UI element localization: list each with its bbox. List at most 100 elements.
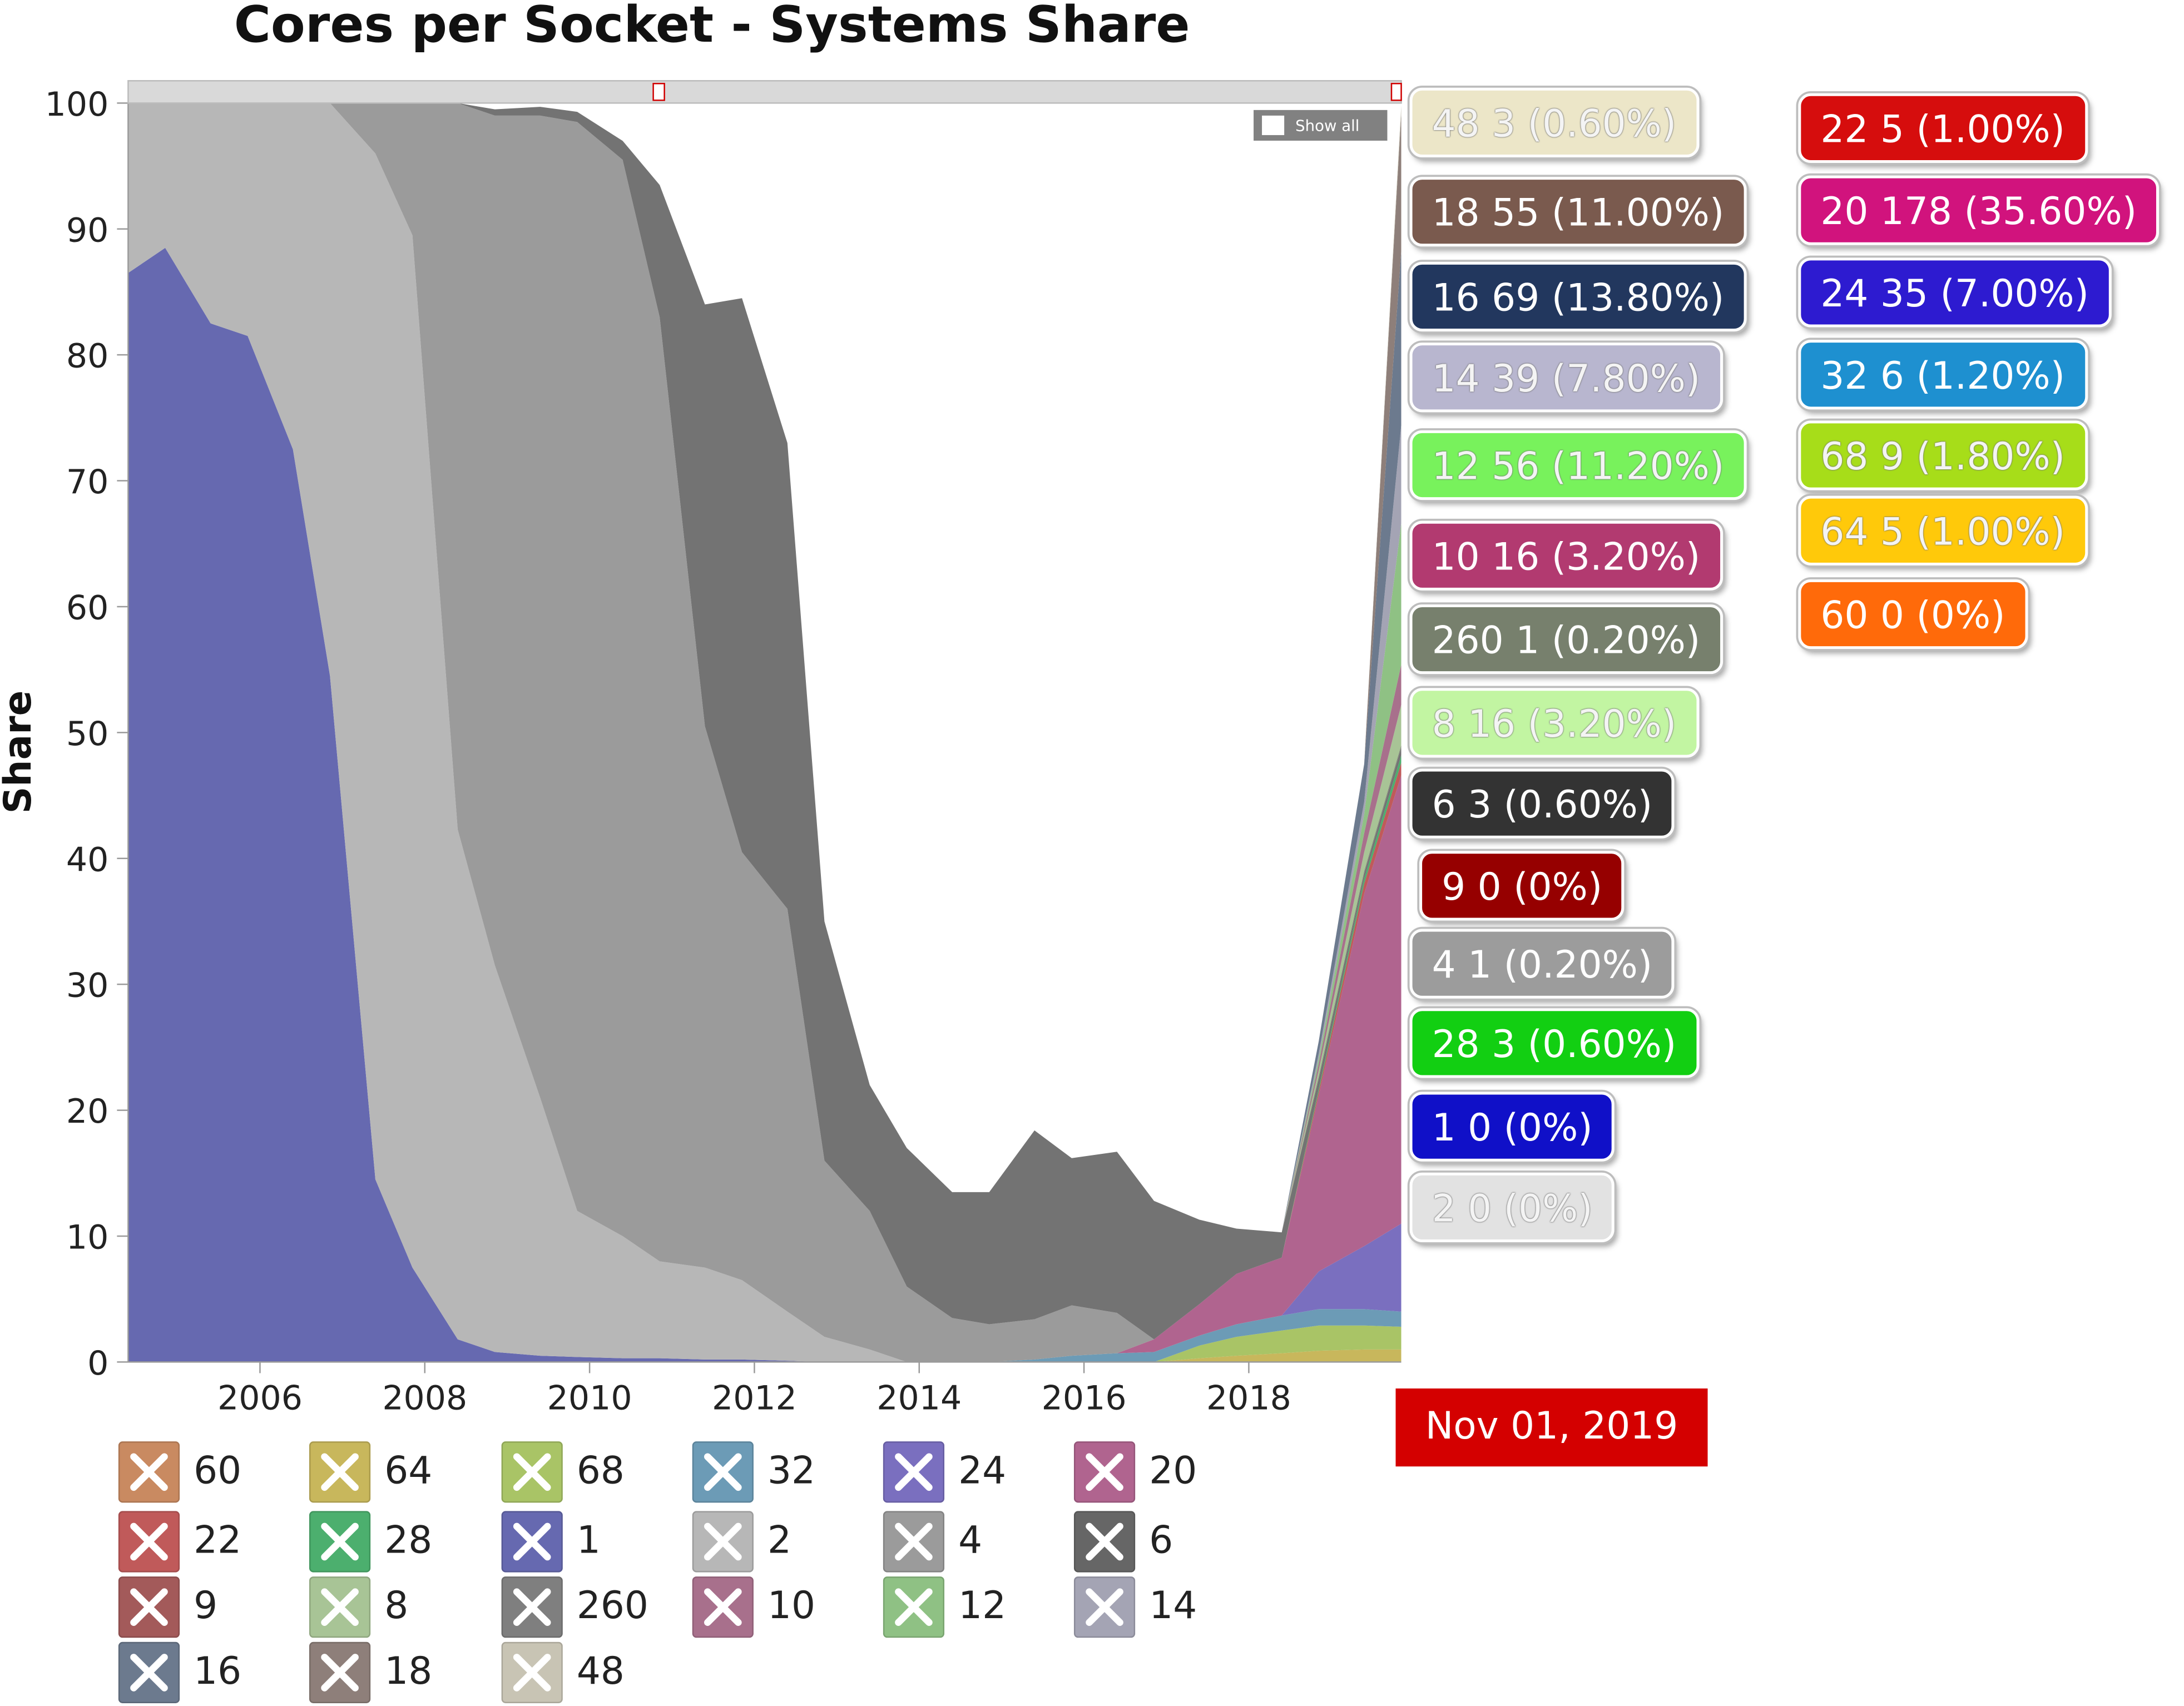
y-tick-label: 40 [66, 840, 108, 879]
close-icon [309, 1641, 371, 1704]
close-icon [1073, 1511, 1136, 1573]
y-tick-label: 70 [66, 463, 108, 502]
close-icon [692, 1511, 754, 1573]
y-tick-label: 60 [66, 589, 108, 628]
legend-label: 6 [1149, 1519, 1173, 1563]
legend-item-18[interactable]: 18 [309, 1641, 491, 1704]
legend-label: 8 [384, 1585, 409, 1628]
tooltip-label: 1 0 (0%) [1409, 1092, 1615, 1162]
legend-item-10[interactable]: 10 [692, 1576, 874, 1638]
legend-label: 32 [767, 1450, 816, 1493]
close-icon [501, 1441, 563, 1503]
tooltip-label: 48 3 (0.60%) [1409, 87, 1699, 158]
legend-label: 260 [576, 1585, 648, 1628]
close-icon [501, 1576, 563, 1638]
legend-label: 64 [384, 1450, 433, 1493]
date-badge: Nov 01, 2019 [1395, 1388, 1708, 1467]
legend-item-8[interactable]: 8 [309, 1576, 491, 1638]
legend-item-20[interactable]: 20 [1073, 1441, 1255, 1503]
area-series-1[interactable] [128, 247, 1401, 1362]
tooltip-label: 12 56 (11.20%) [1409, 430, 1747, 500]
area-series-20[interactable] [128, 775, 1401, 1362]
close-icon [118, 1511, 180, 1573]
legend-item-60[interactable]: 60 [118, 1441, 300, 1503]
x-tick-label: 2012 [712, 1379, 797, 1418]
legend-label: 24 [958, 1450, 1007, 1493]
legend-item-22[interactable]: 22 [118, 1511, 300, 1573]
tooltip-label: 68 9 (1.80%) [1798, 420, 2088, 490]
close-icon [118, 1641, 180, 1704]
tooltip-label: 14 39 (7.80%) [1409, 343, 1723, 413]
legend-label: 48 [576, 1650, 625, 1694]
close-icon [501, 1641, 563, 1704]
tooltip-label: 260 1 (0.20%) [1409, 604, 1723, 675]
legend-label: 4 [958, 1519, 983, 1563]
legend-label: 16 [194, 1650, 242, 1694]
legend-item-28[interactable]: 28 [309, 1511, 491, 1573]
close-icon [692, 1576, 754, 1638]
chart-title: Cores per Socket - Systems Share [234, 0, 1190, 54]
tooltip-label: 32 6 (1.20%) [1798, 340, 2088, 410]
tooltip-label: 8 16 (3.20%) [1409, 688, 1699, 758]
tooltip-label: 6 3 (0.60%) [1409, 768, 1675, 839]
legend-item-24[interactable]: 24 [883, 1441, 1064, 1503]
tooltip-label: 4 1 (0.20%) [1409, 929, 1675, 999]
legend-item-4[interactable]: 4 [883, 1511, 1064, 1573]
close-icon [1073, 1576, 1136, 1638]
show-all-button[interactable]: Show all [1254, 110, 1388, 141]
legend-item-2[interactable]: 2 [692, 1511, 874, 1573]
x-tick-label: 2010 [547, 1379, 632, 1418]
tooltip-label: 10 16 (3.20%) [1409, 520, 1723, 591]
legend-item-6[interactable]: 6 [1073, 1511, 1255, 1573]
x-tick-label: 2014 [876, 1379, 962, 1418]
legend-item-9[interactable]: 9 [118, 1576, 300, 1638]
y-tick-label: 20 [66, 1092, 108, 1131]
area-series-6[interactable] [128, 103, 1401, 1340]
x-tick-label: 2008 [382, 1379, 467, 1418]
legend-label: 28 [384, 1519, 433, 1563]
navigator-handle-right[interactable] [1390, 83, 1402, 101]
tooltip-label: 24 35 (7.00%) [1798, 257, 2112, 328]
legend-label: 22 [194, 1519, 242, 1563]
legend-item-68[interactable]: 68 [501, 1441, 683, 1503]
y-axis-label: Share [0, 691, 39, 814]
legend-item-64[interactable]: 64 [309, 1441, 491, 1503]
area-series-64[interactable] [128, 1349, 1401, 1362]
legend-item-48[interactable]: 48 [501, 1641, 683, 1704]
close-icon [501, 1511, 563, 1573]
legend-label: 12 [958, 1585, 1007, 1628]
close-icon [883, 1441, 945, 1503]
y-tick-label: 50 [66, 715, 108, 753]
legend-item-12[interactable]: 12 [883, 1576, 1064, 1638]
close-icon [1073, 1441, 1136, 1503]
legend-item-32[interactable]: 32 [692, 1441, 874, 1503]
legend-item-260[interactable]: 260 [501, 1576, 683, 1638]
close-icon [309, 1511, 371, 1573]
y-tick-label: 30 [66, 966, 108, 1005]
tooltip-label: 16 69 (13.80%) [1409, 261, 1747, 332]
x-tick-label: 2018 [1206, 1379, 1291, 1418]
tooltip-label: 20 178 (35.60%) [1798, 175, 2160, 245]
area-series-4[interactable] [128, 103, 1401, 1362]
legend-item-16[interactable]: 16 [118, 1641, 300, 1704]
legend-label: 20 [1149, 1450, 1197, 1493]
legend-label: 9 [194, 1585, 218, 1628]
tooltip-label: 60 0 (0%) [1798, 579, 2028, 649]
legend-label: 10 [767, 1585, 816, 1628]
y-tick-label: 80 [66, 337, 108, 376]
area-series-2[interactable] [128, 103, 1401, 1362]
legend-label: 60 [194, 1450, 242, 1493]
legend-item-1[interactable]: 1 [501, 1511, 683, 1573]
y-tick-label: 90 [66, 211, 108, 250]
y-tick-label: 0 [87, 1344, 108, 1383]
legend-label: 1 [576, 1519, 601, 1563]
y-tick-label: 100 [45, 85, 109, 124]
tooltip-label: 64 5 (1.00%) [1798, 495, 2088, 566]
navigator-handle-left[interactable] [652, 83, 665, 101]
legend-item-14[interactable]: 14 [1073, 1576, 1255, 1638]
tooltip-label: 18 55 (11.00%) [1409, 177, 1747, 247]
show-all-label: Show all [1295, 117, 1359, 135]
